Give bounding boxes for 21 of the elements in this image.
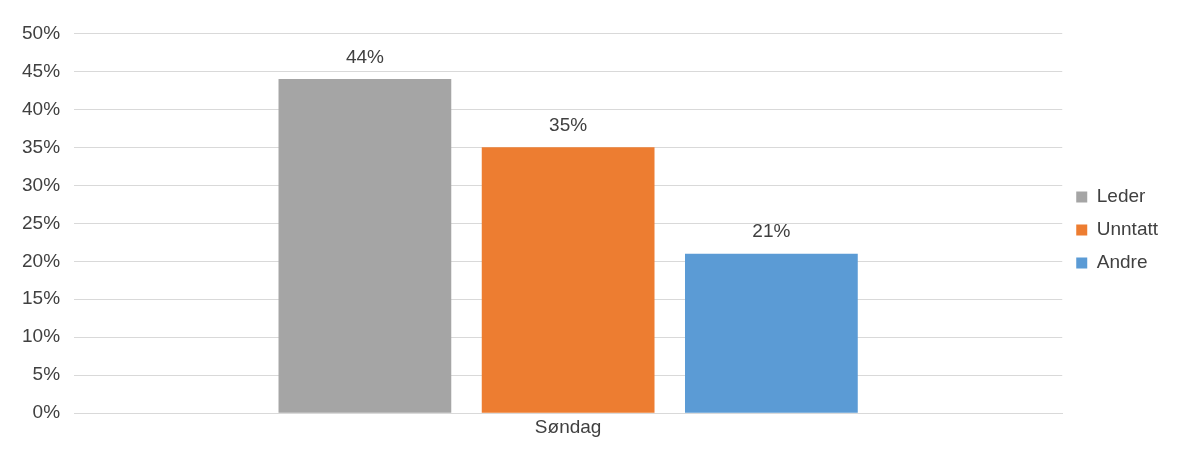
y-tick-label: 0% <box>32 401 61 423</box>
y-tick-label: 35% <box>22 135 61 157</box>
y-tick-label: 50% <box>22 21 61 43</box>
y-tick-label: 15% <box>22 287 61 309</box>
data-label: 44% <box>345 45 385 67</box>
legend-label: Leder <box>1096 185 1147 207</box>
y-tick-label: 40% <box>22 97 61 119</box>
bar <box>278 78 452 413</box>
y-tick-label: 30% <box>22 173 61 195</box>
y-tick-label: 25% <box>22 211 61 233</box>
legend-label: Andre <box>1096 251 1148 273</box>
data-label: 21% <box>752 220 791 242</box>
y-tick-label: 45% <box>22 59 61 81</box>
bar <box>481 147 655 413</box>
y-tick-label: 5% <box>32 363 61 385</box>
x-tick-label: Søndag <box>534 415 602 437</box>
y-tick-label: 20% <box>22 249 61 271</box>
bar <box>685 253 858 413</box>
y-tick-label: 10% <box>22 325 61 347</box>
data-label: 35% <box>549 114 588 136</box>
legend-label: Unntatt <box>1096 218 1159 240</box>
